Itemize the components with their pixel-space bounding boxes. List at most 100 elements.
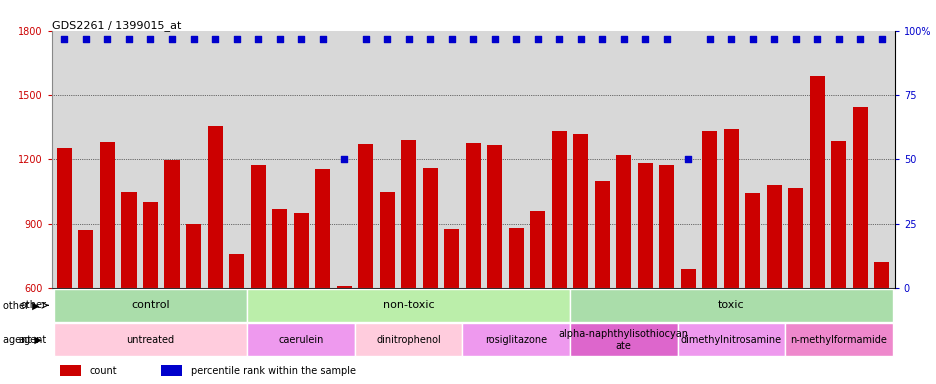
- Text: alpha-naphthylisothiocyan
ate: alpha-naphthylisothiocyan ate: [558, 329, 688, 351]
- Point: [766, 36, 781, 42]
- Bar: [60, 365, 81, 376]
- Bar: [122, 192, 137, 384]
- Bar: [462, 323, 569, 356]
- Point: [122, 36, 137, 42]
- Bar: [355, 323, 462, 356]
- Point: [250, 36, 265, 42]
- Bar: [809, 76, 824, 384]
- Point: [830, 36, 845, 42]
- Point: [659, 36, 674, 42]
- Text: non-toxic: non-toxic: [383, 300, 434, 310]
- Bar: [677, 323, 784, 356]
- Bar: [573, 134, 588, 384]
- Bar: [53, 289, 247, 322]
- Bar: [465, 143, 480, 384]
- Point: [293, 36, 308, 42]
- Bar: [569, 323, 677, 356]
- Bar: [594, 181, 609, 384]
- Text: toxic: toxic: [717, 300, 744, 310]
- Point: [573, 36, 588, 42]
- Bar: [247, 323, 355, 356]
- Text: count: count: [90, 366, 117, 376]
- Bar: [358, 144, 373, 384]
- Point: [551, 36, 566, 42]
- Bar: [422, 168, 437, 384]
- Text: agent ▶: agent ▶: [3, 335, 41, 345]
- Text: untreated: untreated: [126, 335, 174, 345]
- Bar: [723, 129, 739, 384]
- Point: [787, 36, 802, 42]
- Text: other: other: [21, 300, 47, 310]
- Bar: [57, 147, 72, 384]
- Text: rosiglitazone: rosiglitazone: [485, 335, 547, 345]
- Bar: [744, 193, 760, 384]
- Point: [702, 36, 717, 42]
- Bar: [551, 131, 566, 384]
- Point: [379, 36, 394, 42]
- Point: [724, 36, 739, 42]
- Point: [165, 36, 180, 42]
- Bar: [293, 213, 308, 384]
- Point: [852, 36, 867, 42]
- Bar: [161, 365, 182, 376]
- Bar: [379, 192, 394, 384]
- Bar: [143, 202, 158, 384]
- Bar: [247, 289, 569, 322]
- Bar: [873, 262, 888, 384]
- Bar: [702, 131, 717, 384]
- Bar: [271, 209, 286, 384]
- Text: dinitrophenol: dinitrophenol: [376, 335, 441, 345]
- Bar: [228, 254, 243, 384]
- Text: caerulein: caerulein: [278, 335, 324, 345]
- Bar: [784, 323, 892, 356]
- Point: [637, 36, 652, 42]
- Bar: [336, 286, 351, 384]
- Point: [594, 36, 609, 42]
- Point: [444, 36, 459, 42]
- Bar: [680, 269, 695, 384]
- Bar: [314, 169, 329, 384]
- Text: agent: agent: [19, 335, 47, 345]
- Bar: [852, 107, 867, 384]
- Bar: [79, 230, 94, 384]
- Point: [422, 36, 437, 42]
- Point: [271, 36, 286, 42]
- Bar: [659, 165, 674, 384]
- Point: [336, 156, 351, 162]
- Bar: [830, 141, 845, 384]
- Point: [616, 36, 631, 42]
- Bar: [487, 146, 502, 384]
- Point: [487, 36, 502, 42]
- Point: [100, 36, 115, 42]
- Bar: [530, 211, 545, 384]
- Point: [680, 156, 695, 162]
- Point: [79, 36, 94, 42]
- Text: control: control: [131, 300, 169, 310]
- Point: [809, 36, 824, 42]
- Bar: [207, 126, 223, 384]
- Point: [228, 36, 243, 42]
- Point: [465, 36, 480, 42]
- Bar: [53, 323, 247, 356]
- Text: dimethylnitrosamine: dimethylnitrosamine: [680, 335, 781, 345]
- Text: percentile rank within the sample: percentile rank within the sample: [191, 366, 356, 376]
- Point: [873, 36, 888, 42]
- Bar: [185, 223, 201, 384]
- Text: GDS2261 / 1399015_at: GDS2261 / 1399015_at: [51, 20, 181, 31]
- Point: [207, 36, 222, 42]
- Point: [358, 36, 373, 42]
- Bar: [100, 142, 115, 384]
- Text: n-methylformamide: n-methylformamide: [790, 335, 886, 345]
- Bar: [787, 188, 802, 384]
- Bar: [165, 161, 180, 384]
- Point: [401, 36, 416, 42]
- Bar: [508, 228, 523, 384]
- Bar: [766, 185, 781, 384]
- Bar: [250, 165, 265, 384]
- Text: other ▶: other ▶: [3, 300, 39, 310]
- Bar: [637, 162, 652, 384]
- Point: [744, 36, 759, 42]
- Point: [186, 36, 201, 42]
- Point: [143, 36, 158, 42]
- Bar: [444, 229, 459, 384]
